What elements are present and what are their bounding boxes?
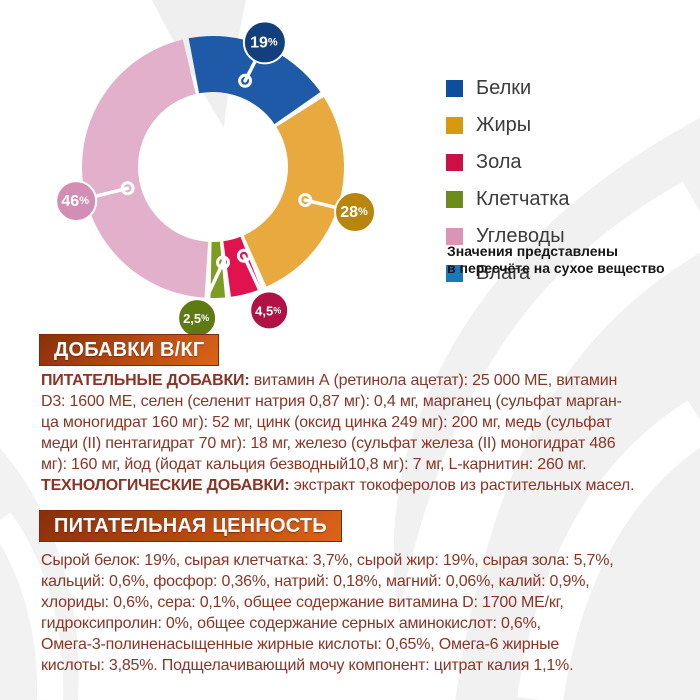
legend-item: Влага [446,255,570,292]
callout-bubble [334,191,377,234]
callout-ring [236,248,251,263]
legend-swatch [446,228,463,245]
section-header-label: ДОБАВКИ В/КГ [54,339,205,361]
text-line: мг): 160 мг, йод (йодат кальция безводны… [41,456,587,473]
callout-ring [216,255,231,270]
chart-note-line: Значения представлены [447,243,618,259]
background-white-stripe-3 [0,512,64,700]
callout-bubble [249,290,290,331]
section-header-label: ПИТАТЕЛЬНАЯ ЦЕННОСТЬ [54,515,327,537]
legend-item: Жиры [446,107,570,144]
legend-label: Жиры [476,114,532,136]
text-line: ца моногидрат 160 мг): 52 мг, цинк (окси… [41,414,612,431]
callout-bubble [242,20,287,65]
callout-value: 28% [340,204,368,221]
nutrition-text: Сырой белок: 19%, сырая клетчатка: 3,7%,… [41,550,689,676]
callout-value: 19% [250,34,278,51]
legend-item: Углеводы [446,218,570,255]
additives-text: ПИТАТЕЛЬНЫЕ ДОБАВКИ: витамин А (ретинола… [41,370,689,496]
legend-label: Белки [476,77,532,99]
callout-ring [238,73,253,88]
callout-ring [298,193,313,208]
legend-item: Белки [446,70,570,107]
donut-segment-Жиры [243,96,344,287]
emphasis-label: ПИТАТЕЛЬНЫЕ ДОБАВКИ: [41,372,250,389]
text-line: ПИТАТЕЛЬНЫЕ ДОБАВКИ: витамин А (ретинола… [41,372,618,389]
legend-swatch [446,80,463,97]
legend-swatch [446,265,463,282]
donut-segment-Белки [188,35,321,125]
donut-segment-Углеводы [81,39,209,298]
text-line: ТЕХНОЛОГИЧЕСКИЕ ДОБАВКИ: экстракт токофе… [41,477,635,494]
legend-swatch [446,154,463,171]
donut-chart: 19% 28% 4,5% 2,5% 46% [55,20,377,339]
chart-note: Значения представлены в пересчёте на сух… [447,243,665,277]
text-line: гидроксипролин: 0%, общее содержание сер… [41,615,541,632]
legend-item: Клетчатка [446,181,570,218]
donut-segment-Зола [223,236,262,297]
legend-label: Углеводы [476,225,565,247]
chart-note-line: в пересчёте на сухое вещество [447,260,665,276]
legend-swatch [446,191,463,208]
callout-value: 46% [61,193,89,210]
text-line: Сырой белок: 19%, сырая клетчатка: 3,7%,… [41,552,614,569]
emphasis-label: ТЕХНОЛОГИЧЕСКИЕ ДОБАВКИ: [41,477,290,494]
callout-bubble [55,180,98,223]
text-line: хлориды: 0,6%, сера: 0,1%, общее содержа… [41,594,564,611]
text-line: кислоты: 3,85%. Подщелачивающий мочу ком… [41,657,574,674]
background-white-stripe-2 [517,400,700,700]
callout-value: 2,5% [183,311,209,326]
background-white-stripe [385,181,700,700]
chart-legend: Белки Жиры Зола Клетчатка Углеводы Влага [446,70,570,292]
text-line: меди (II) пентагидрат 70 мг): 18 мг, жел… [41,435,616,452]
legend-label: Влага [476,262,531,284]
legend-label: Клетчатка [476,188,570,210]
text-line: Омега-3-полиненасыщенные жирные кислоты:… [41,636,560,653]
legend-item: Зола [446,144,570,181]
legend-label: Зола [476,151,522,173]
callout-value: 4,5% [255,303,281,318]
text-line: кальций: 0,6%, фосфор: 0,36%, натрий: 0,… [41,573,590,590]
legend-swatch [446,117,463,134]
section-header-additives: ДОБАВКИ В/КГ [39,334,220,366]
text-line: D3: 1600 МЕ, селен (селенит натрия 0,87 … [41,393,622,410]
section-header-nutrition: ПИТАТЕЛЬНАЯ ЦЕННОСТЬ [39,510,342,542]
callout-ring [120,181,135,196]
